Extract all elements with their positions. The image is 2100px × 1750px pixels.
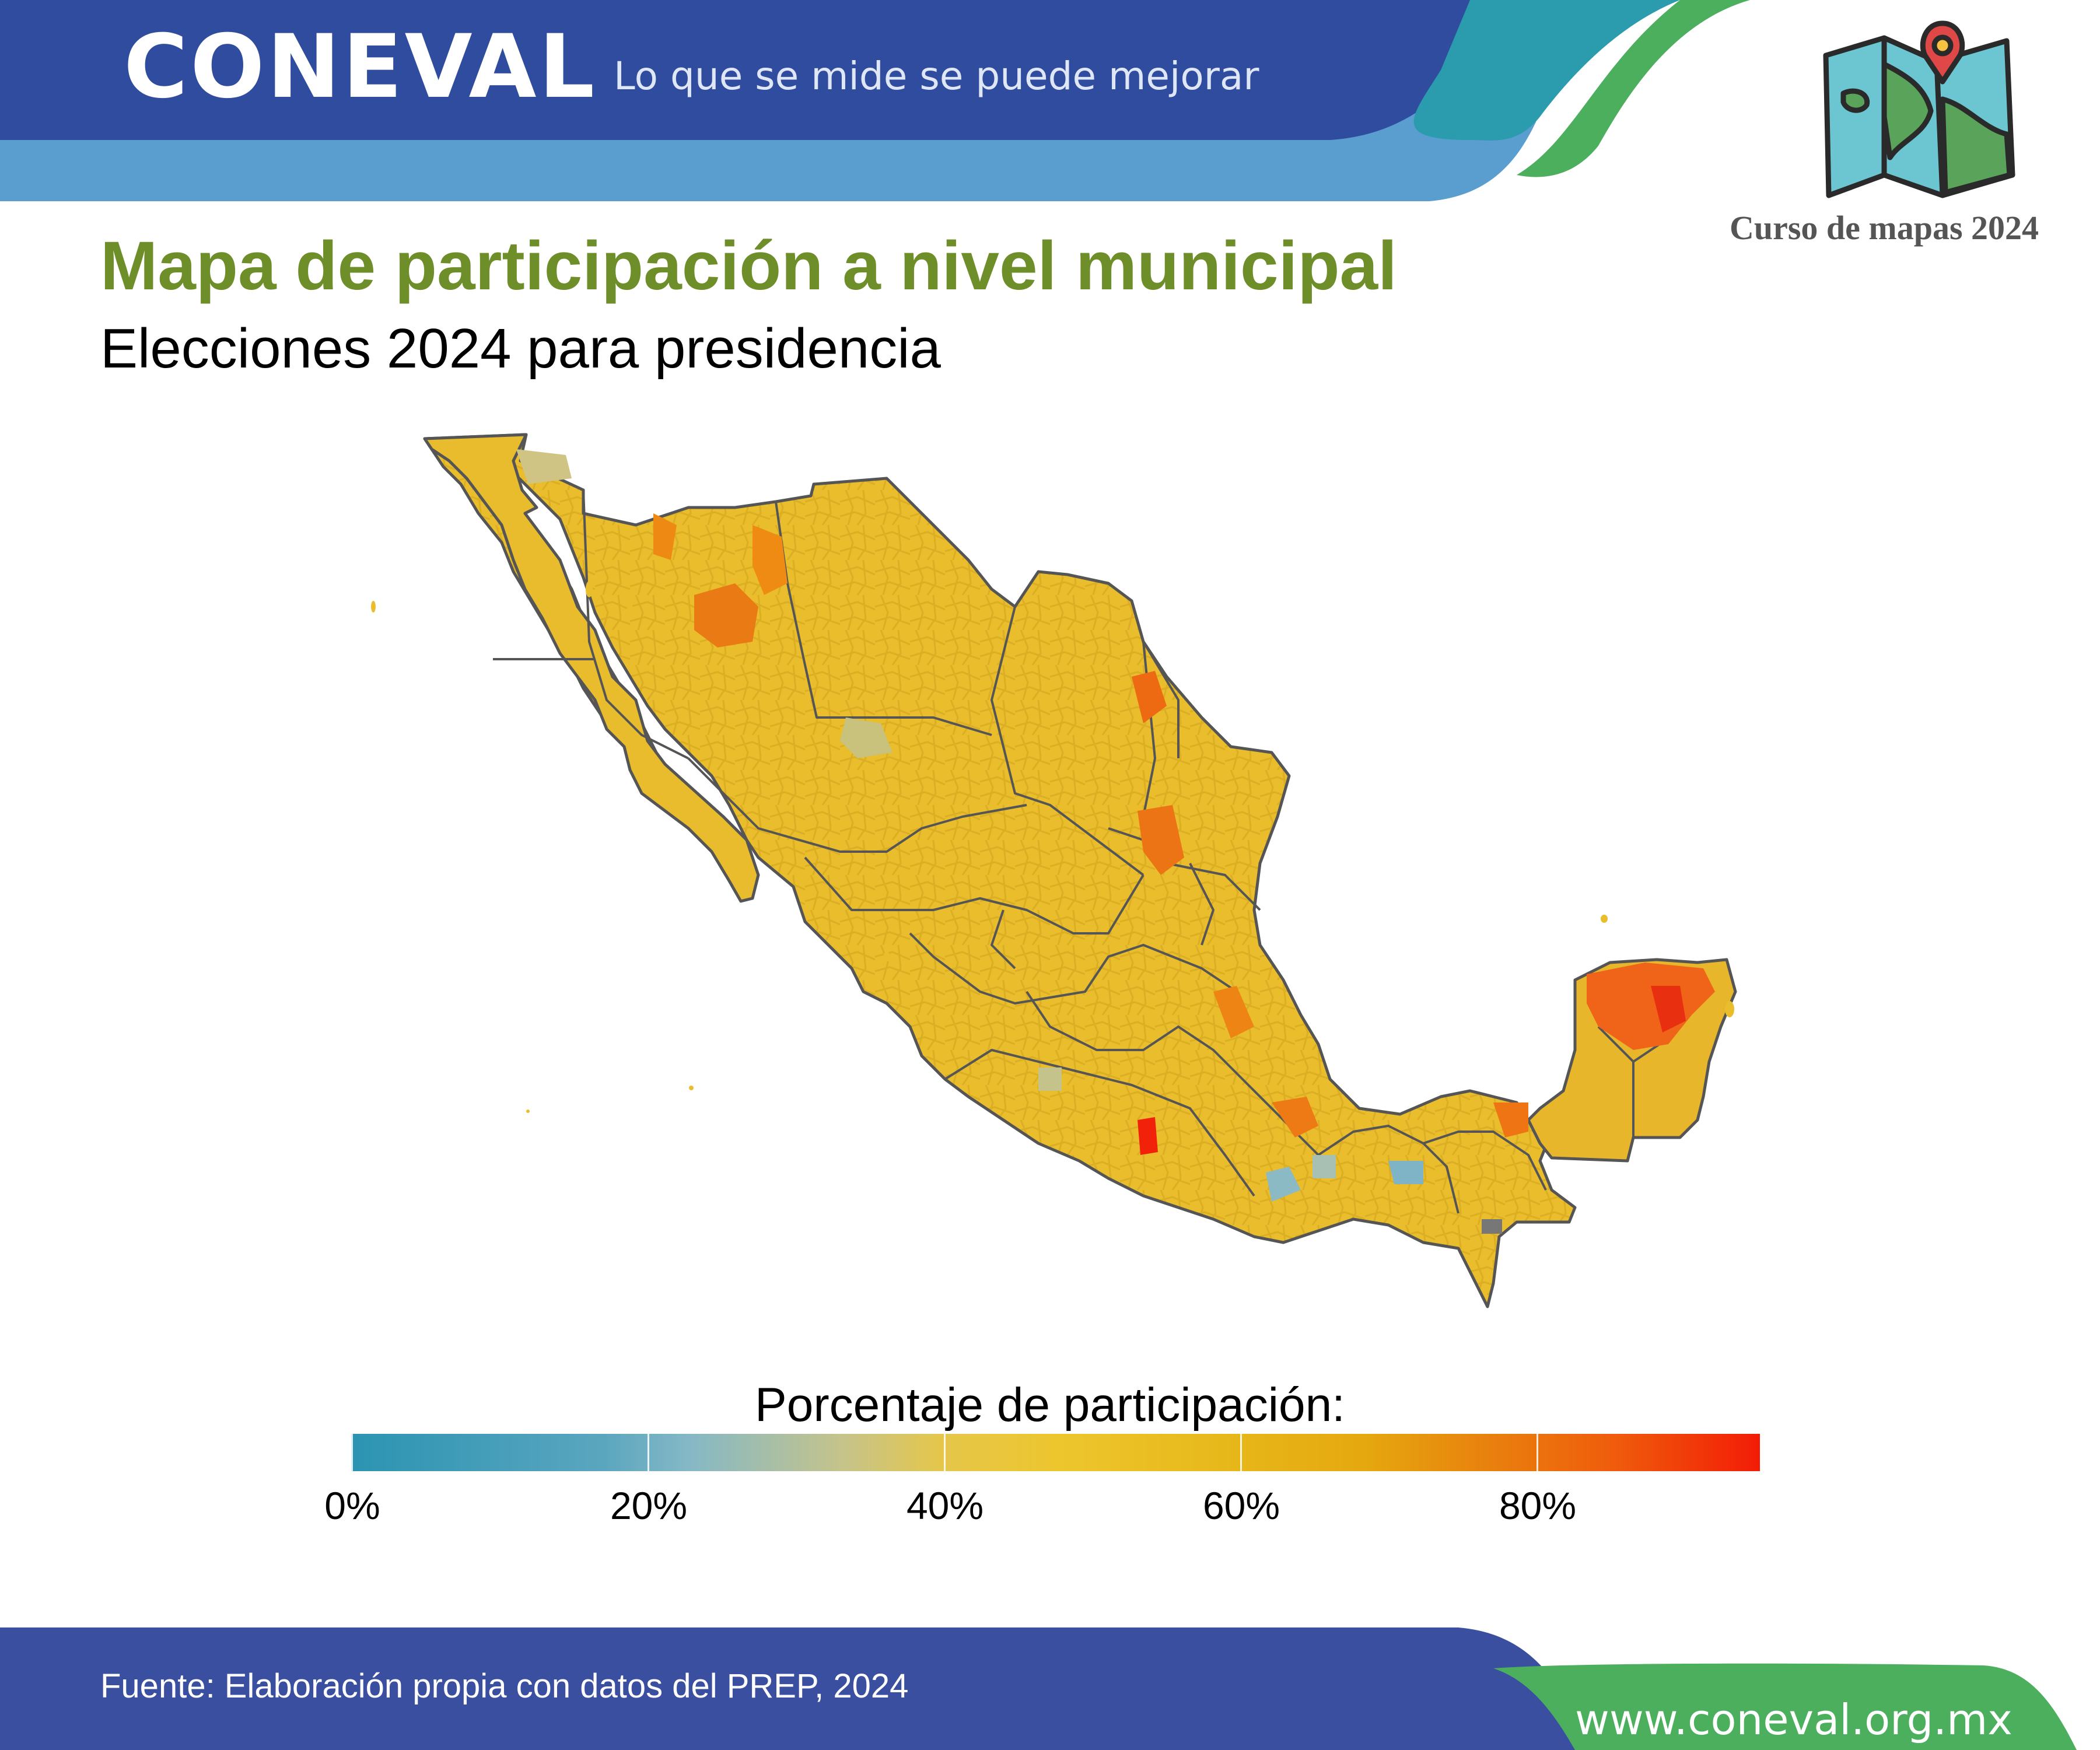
- mainland: [423, 433, 1577, 1308]
- legend-tick-mark: [648, 1434, 649, 1471]
- legend-tick-mark: [1240, 1434, 1242, 1471]
- legend-tick-label: 40%: [906, 1484, 984, 1527]
- source-note: Fuente: Elaboración propia con datos del…: [100, 1667, 909, 1705]
- legend-title: Porcentaje de participación:: [755, 1378, 1345, 1432]
- yucatan-peninsula: [1527, 958, 1737, 1163]
- legend-tick-mark: [351, 1434, 353, 1471]
- state-borders: [493, 489, 1670, 1214]
- course-label: Curso de mapas 2024: [1729, 209, 2039, 247]
- legend-tick-label: 0%: [324, 1484, 380, 1527]
- islands: [371, 581, 1734, 1113]
- page-title: Mapa de participación a nivel municipal: [100, 228, 1397, 304]
- legend-tick-label: 80%: [1499, 1484, 1577, 1527]
- coneval-logo[interactable]: CONEVAL: [124, 16, 597, 118]
- legend-tick-mark: [944, 1434, 946, 1471]
- high-participation-areas: [653, 513, 1715, 1155]
- header-waves: [0, 0, 1750, 201]
- legend-tick-mark: [1536, 1434, 1538, 1471]
- low-participation-areas: [516, 449, 1502, 1234]
- website-link[interactable]: www.coneval.org.mx: [1575, 1695, 2013, 1744]
- legend-tick-label: 20%: [610, 1484, 688, 1527]
- page-subtitle: Elecciones 2024 para presidencia: [100, 317, 941, 380]
- tagline: Lo que se mide se puede mejorar: [614, 54, 1259, 99]
- legend-tick-label: 60%: [1202, 1484, 1280, 1527]
- legend-color-bar: [351, 1434, 1760, 1471]
- baja-peninsula: [423, 433, 760, 903]
